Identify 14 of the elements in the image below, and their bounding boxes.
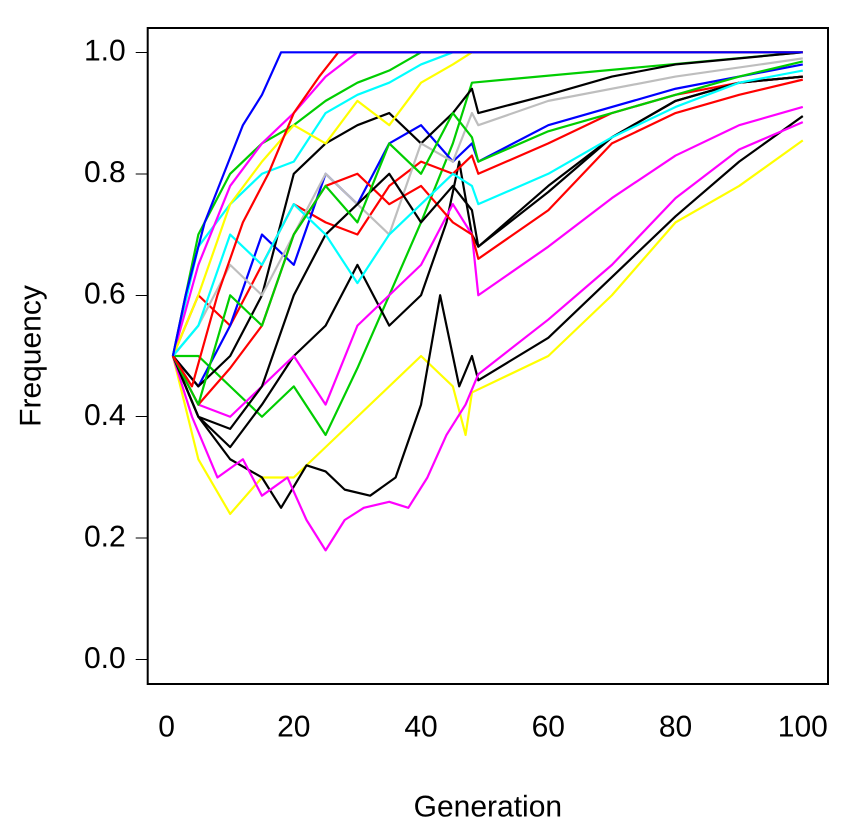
x-tick-label: 100 [778,710,828,744]
y-tick-label: 0.8 [84,156,126,190]
x-tick-label: 40 [404,710,438,744]
x-axis-title: Generation [414,790,562,824]
y-tick-label: 0.2 [84,520,126,554]
x-tick-label: 20 [277,710,310,744]
x-tick-label: 60 [532,710,565,744]
x-tick-label: 80 [658,710,692,744]
y-tick-label: 1.0 [84,34,126,68]
y-axis-title: Frequency [14,285,48,427]
y-tick-label: 0.4 [84,399,126,432]
y-tick-label: 0.0 [84,642,126,675]
x-tick-label: 0 [158,710,175,744]
y-tick-label: 0.6 [84,278,126,311]
